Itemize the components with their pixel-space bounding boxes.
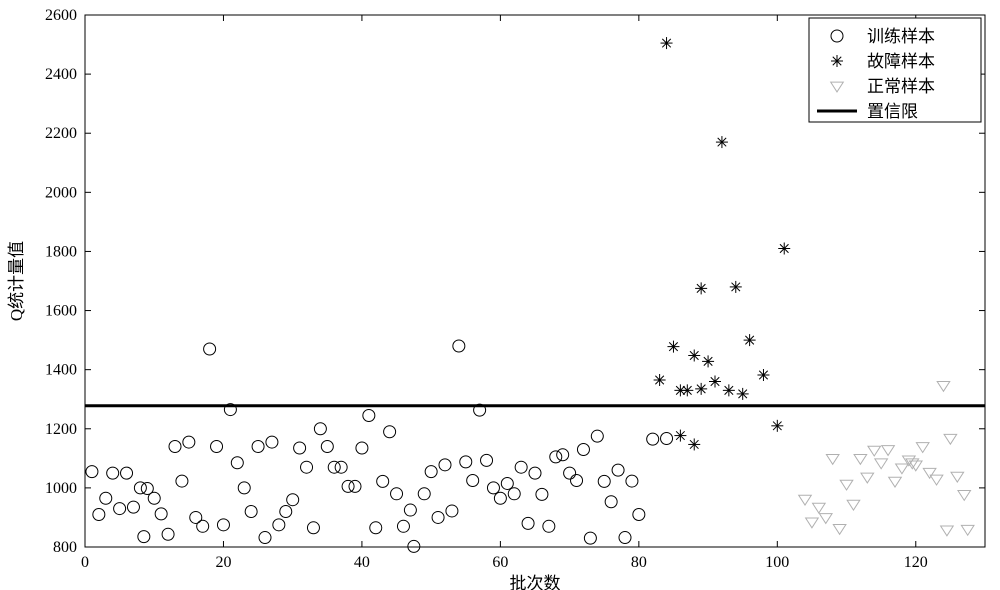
point-asterisk [709,375,721,387]
x-tick-label: 60 [492,554,508,571]
legend-label: 故障样本 [867,52,935,71]
x-tick-label: 80 [631,554,647,571]
point-asterisk [674,430,686,442]
point-asterisk [831,55,843,67]
x-tick-label: 20 [215,554,231,571]
point-asterisk [688,438,700,450]
x-tick-label: 0 [81,554,89,571]
y-tick-label: 1800 [45,243,77,260]
point-asterisk [716,136,728,148]
point-asterisk [654,374,666,386]
point-asterisk [730,281,742,293]
x-axis-label: 批次数 [510,574,561,590]
y-tick-label: 2000 [45,184,77,201]
point-asterisk [723,384,735,396]
legend-label: 训练样本 [867,27,935,46]
y-tick-label: 800 [53,539,77,556]
point-asterisk [744,334,756,346]
y-tick-label: 2200 [45,125,77,142]
legend-label: 置信限 [867,102,918,121]
point-asterisk [688,349,700,361]
point-asterisk [661,37,673,49]
y-tick-label: 2400 [45,66,77,83]
point-asterisk [695,383,707,395]
x-tick-label: 120 [904,554,928,571]
point-asterisk [702,355,714,367]
y-tick-label: 1000 [45,480,77,497]
point-asterisk [778,242,790,254]
legend-label: 正常样本 [867,77,935,96]
y-tick-label: 1600 [45,303,77,320]
point-asterisk [757,369,769,381]
point-asterisk [737,388,749,400]
y-tick-label: 1200 [45,421,77,438]
point-asterisk [695,282,707,294]
point-asterisk [681,384,693,396]
point-asterisk [771,420,783,432]
y-tick-label: 2600 [45,7,77,24]
x-tick-label: 40 [354,554,370,571]
y-axis-label: Q统计量值 [7,241,26,321]
point-asterisk [667,341,679,353]
q-statistic-scatter-chart: 0 20 40 60 80 100 120 800 1000 1200 1400 1600 1800 20… [0,0,1000,590]
x-tick-label: 100 [765,554,789,571]
y-tick-label: 1400 [45,362,77,379]
